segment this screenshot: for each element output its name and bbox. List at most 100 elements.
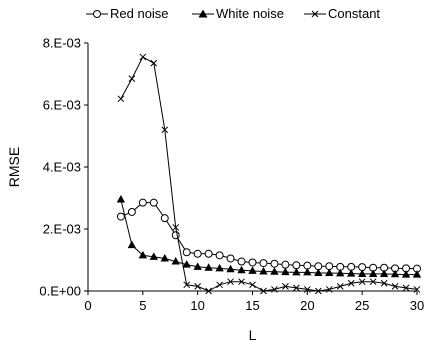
legend-label-white-noise: White noise <box>216 6 284 21</box>
series-line-red-noise <box>120 202 418 270</box>
data-point <box>270 267 279 275</box>
data-point <box>259 266 268 275</box>
data-point <box>226 254 235 263</box>
data-point <box>347 279 355 287</box>
legend-label-red-noise: Red noise <box>110 6 169 21</box>
data-point <box>204 249 213 258</box>
data-point <box>380 279 388 287</box>
series-red-noise <box>116 198 421 273</box>
data-point <box>325 268 334 277</box>
x-axis-title: L <box>249 327 257 343</box>
series-constant <box>117 53 421 295</box>
data-point <box>336 282 344 290</box>
legend-item-red-noise: Red noise <box>86 4 196 24</box>
x-tick-label: 5 <box>139 298 146 313</box>
legend-item-white-noise: White noise <box>192 4 312 24</box>
data-point <box>314 287 322 295</box>
data-point <box>259 259 268 268</box>
data-point <box>248 258 257 267</box>
data-point <box>116 212 125 221</box>
data-point <box>303 267 312 276</box>
data-point <box>357 269 367 277</box>
x-axis-ticks: 0 5 10 15 20 25 30 <box>84 291 424 313</box>
data-point <box>292 261 301 270</box>
series-layer <box>116 53 422 295</box>
y-tick-label: 2.E-03 <box>43 222 81 237</box>
data-point <box>193 262 202 270</box>
data-point <box>215 263 224 272</box>
data-point <box>248 266 257 274</box>
data-point <box>172 224 180 231</box>
data-point <box>238 278 245 286</box>
data-point <box>292 267 301 276</box>
y-tick-label: 8.E-03 <box>43 36 81 51</box>
data-point <box>204 263 213 271</box>
data-point <box>150 59 158 67</box>
data-point <box>358 278 366 286</box>
data-point <box>116 195 126 203</box>
data-point <box>390 269 400 278</box>
data-point <box>139 53 147 61</box>
data-point <box>281 267 290 276</box>
x-tick-label: 0 <box>84 298 91 313</box>
data-point <box>412 270 422 278</box>
series-white-noise <box>116 195 422 278</box>
data-point <box>281 260 290 269</box>
data-point <box>215 251 224 260</box>
data-point <box>227 278 234 286</box>
data-point <box>160 253 169 262</box>
data-point <box>138 198 147 207</box>
data-point <box>237 257 246 266</box>
x-tick-label: 30 <box>410 298 424 313</box>
data-point <box>182 260 191 268</box>
data-point <box>270 259 279 268</box>
data-point <box>117 95 125 103</box>
data-point <box>369 278 377 286</box>
data-point <box>171 231 180 240</box>
data-point <box>237 265 246 274</box>
data-point <box>127 240 137 249</box>
y-tick-label: 4.E-03 <box>43 160 81 175</box>
data-point <box>194 282 202 290</box>
legend-item-constant: Constant <box>304 4 414 24</box>
data-point <box>182 248 191 257</box>
data-point <box>160 214 169 223</box>
data-point <box>138 250 148 259</box>
data-point <box>149 252 158 260</box>
data-point <box>379 269 389 277</box>
data-point <box>402 284 410 292</box>
data-point <box>336 268 345 277</box>
data-point <box>271 286 278 293</box>
y-tick-label: 6.E-03 <box>43 98 81 113</box>
data-point <box>193 249 202 258</box>
data-point <box>314 268 323 277</box>
data-point <box>226 264 235 273</box>
data-point <box>282 282 289 290</box>
data-point <box>413 286 421 293</box>
data-point <box>401 270 411 278</box>
y-tick-label: 0.E+00 <box>39 284 81 299</box>
data-point <box>293 284 300 292</box>
data-point <box>183 281 191 289</box>
series-line-constant <box>120 56 418 292</box>
data-point <box>161 126 169 134</box>
data-point <box>368 269 378 277</box>
data-point <box>303 286 311 293</box>
data-point <box>128 75 136 83</box>
filled-triangle-marker-icon <box>192 9 214 18</box>
data-point <box>249 281 256 289</box>
x-marker-icon <box>304 10 326 18</box>
data-point <box>391 282 399 290</box>
x-tick-label: 15 <box>245 298 259 313</box>
data-point <box>216 281 223 289</box>
open-circle-marker-icon <box>86 10 108 18</box>
data-point <box>347 269 356 277</box>
series-line-white-noise <box>120 199 417 276</box>
data-point <box>260 287 267 295</box>
y-axis-ticks: 0.E+00 2.E-03 4.E-03 6.E-03 8.E-03 <box>39 36 88 299</box>
x-tick-label: 10 <box>190 298 204 313</box>
y-axis-title: RMSE <box>6 147 22 187</box>
data-point <box>127 207 136 216</box>
data-point <box>171 257 180 265</box>
